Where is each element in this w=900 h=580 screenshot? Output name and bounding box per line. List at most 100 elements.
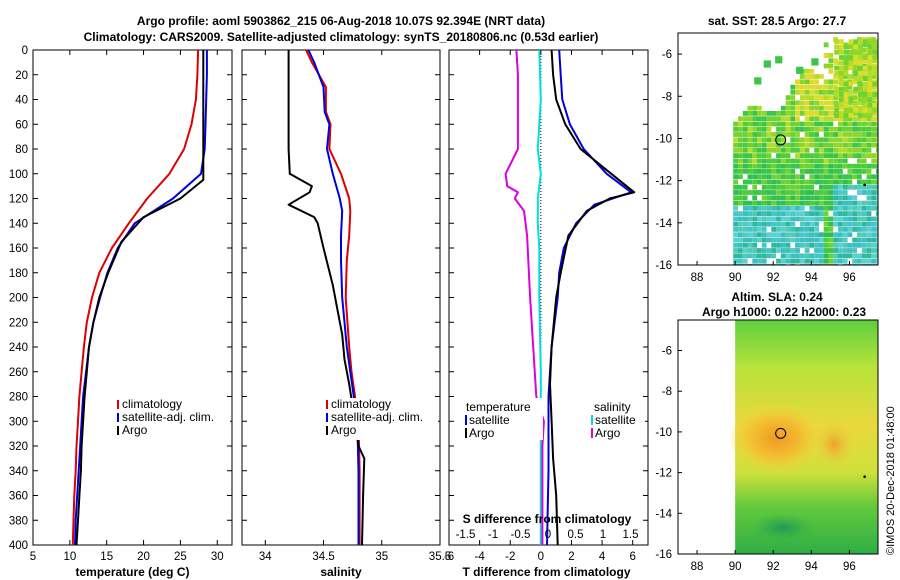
sst-cell [790,195,796,201]
sst-cell [780,163,786,169]
temperature-legend-label: climatology [122,397,182,411]
sst-cell [842,116,848,122]
sst-cell [738,116,743,122]
sst-cell [742,221,748,227]
sst-cell [790,147,796,153]
sla_map-y-tick-label: -10 [655,427,672,439]
sst-cell [799,169,805,174]
sst-cell [799,126,805,132]
sst-cell [795,163,800,169]
sst-cell [876,158,878,164]
sst-cell [847,242,853,248]
sst-cell [838,221,843,227]
sst-cell [809,126,815,132]
sst-cell [785,216,791,222]
sst-cell [871,58,877,64]
sst-cell [848,97,854,103]
sst-cell [833,169,838,174]
sst-cell [867,76,873,81]
sst-cell [761,200,767,206]
sst-cell [747,200,753,206]
sst-cell [871,195,877,201]
sst-cell [872,102,878,108]
sst-cell [761,242,767,248]
sst-cell [771,195,777,201]
sst-cell [742,184,748,190]
sst-cell [866,258,872,264]
sst-cell [780,190,786,195]
sst-cell [847,74,853,79]
depth-tick-label: 120 [9,194,28,206]
sst-cell [795,105,800,111]
sst-cell [814,84,819,90]
sst-cell [876,237,878,243]
sst-cell [819,105,824,111]
sst-cell [804,116,810,122]
sst-cell [828,200,834,206]
sst-cell [780,200,786,206]
differences-x-tick-label: 4 [599,551,606,563]
sst-cell [876,216,878,222]
sst-cell [733,126,738,132]
sst-cell [858,60,863,66]
sst-cell [733,153,738,158]
sst-cell [838,253,843,259]
sst-cell [738,121,743,127]
sst-cell [819,74,824,79]
sst-cell [776,200,781,206]
sst-cell [742,205,748,211]
sst-cell [843,92,849,97]
sst-cell [790,137,796,143]
s-difference-tick-label: 0 [545,529,551,541]
sst-cell [799,232,805,238]
sst-cell [799,263,805,265]
sst-cell [747,242,753,248]
sst-cell [804,142,810,148]
sst-cell [847,147,853,153]
sst-cell [847,126,853,132]
sst-cell [819,200,824,206]
sst-cell [738,163,743,169]
sst-cell [771,232,777,238]
sst-cell [757,221,762,227]
sst-cell [872,49,878,55]
sst-cell [867,107,873,113]
sst-cell [876,169,878,174]
salinity-x-tick-label: 34.5 [312,551,334,563]
sst-cell [785,158,791,164]
sst-cell [790,84,796,90]
sst-cell [747,179,753,185]
sst-cell [809,179,815,185]
sst-cell [871,227,877,232]
sst-cell [809,195,815,201]
sst-cell [852,174,858,180]
sst-cell [847,169,853,174]
sst-cell [776,147,781,153]
sst-cell [838,132,843,137]
sst-cell [814,253,819,259]
sst-cell [790,89,796,95]
sst-cell [776,153,781,158]
sst-cell [857,116,862,122]
sst-cell [842,221,848,227]
sst-cell [876,248,878,253]
sst-cell [861,184,867,190]
sst-cell [795,179,800,185]
sst-cell [848,60,854,66]
sst-cell [861,205,867,211]
sst-cell [819,237,824,243]
sst-cell [823,184,829,190]
sst-cell [823,232,829,238]
sla-map: 88 90 92 94 96 -6 -8 -10 -12 -14 -16 [655,319,879,573]
sst-cell [795,126,800,132]
sst-cell [738,195,743,201]
sst-cell [752,179,758,185]
sst-cell [848,113,854,118]
sst-cell [876,126,878,132]
sst-cell [799,163,805,169]
sst-cell [839,113,844,118]
sst-cell [766,153,772,158]
sst-cell [857,132,862,137]
sst-cell [757,179,762,185]
sst-cell [852,142,858,148]
